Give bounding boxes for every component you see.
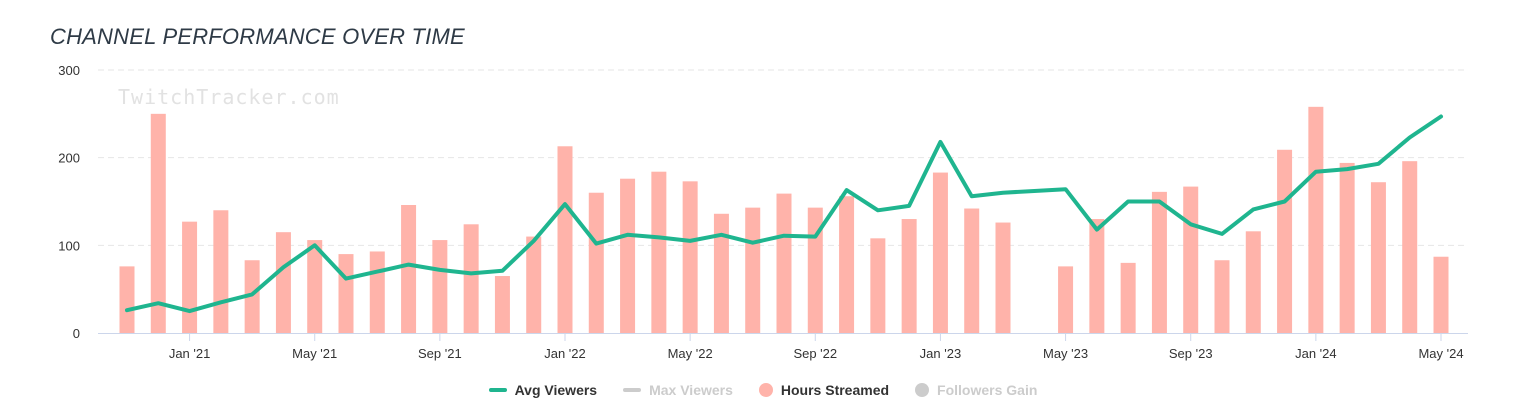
bar-hours-streamed — [1308, 106, 1324, 333]
bar-hours-streamed — [369, 251, 385, 333]
legend-label: Hours Streamed — [780, 382, 890, 398]
bar-hours-streamed — [1058, 266, 1074, 333]
bar-hours-streamed — [901, 219, 917, 333]
bar-hours-streamed — [307, 240, 323, 333]
bar-hours-streamed — [807, 207, 823, 333]
bar-hours-streamed — [1277, 149, 1293, 333]
bar-hours-streamed — [119, 266, 135, 333]
bar-hours-streamed — [776, 193, 792, 333]
legend-line-icon — [623, 388, 642, 392]
legend-label: Max Viewers — [649, 382, 733, 398]
bar-hours-streamed — [244, 260, 260, 333]
chart-title: CHANNEL PERFORMANCE OVER TIME — [50, 24, 465, 49]
avg-viewers-line — [125, 114, 1443, 314]
legend-item-avg-viewers[interactable]: Avg Viewers — [488, 382, 598, 398]
bar-hours-streamed — [494, 276, 510, 333]
bar-hours-streamed — [588, 192, 604, 333]
legend-item-followers-gain[interactable]: Followers Gain — [915, 382, 1037, 398]
bar-hours-streamed — [651, 171, 667, 333]
y-tick-label: 100 — [58, 238, 80, 253]
y-tick-label: 0 — [73, 326, 80, 341]
bar-hours-streamed — [557, 146, 573, 333]
x-tick-label: Jan '23 — [920, 346, 962, 361]
x-tick-label: Jan '24 — [1295, 346, 1337, 361]
bar-hours-streamed — [870, 238, 886, 333]
bar-hours-streamed — [275, 232, 291, 333]
legend: Avg Viewers Max Viewers Hours Streamed F… — [0, 382, 1526, 398]
bar-hours-streamed — [964, 208, 980, 333]
legend-label: Followers Gain — [937, 382, 1038, 398]
x-tick-label: May '24 — [1418, 346, 1463, 361]
bar-hours-streamed — [713, 213, 729, 333]
line-avg-viewers — [125, 114, 1443, 314]
bar-hours-streamed — [401, 205, 417, 333]
legend-dot-icon — [915, 383, 930, 397]
axis-layer: 0 100 200 300 Jan '21 May '21 Sep '21 Jan '22 Ma… — [58, 63, 1468, 361]
bar-hours-streamed — [1245, 231, 1261, 333]
bar-hours-streamed — [620, 178, 636, 333]
y-tick-label: 300 — [58, 63, 80, 78]
y-tick-label: 200 — [58, 151, 80, 166]
bar-hours-streamed — [463, 224, 479, 333]
bar-hours-streamed — [1402, 161, 1418, 333]
bar-hours-streamed — [1120, 262, 1136, 333]
x-tick-label: Sep '23 — [1169, 346, 1213, 361]
bar-hours-streamed — [1214, 260, 1230, 333]
x-tick-label: May '23 — [1043, 346, 1088, 361]
x-tick-label: Jan '22 — [544, 346, 586, 361]
x-tick-label: Jan '21 — [169, 346, 211, 361]
legend-item-max-viewers[interactable]: Max Viewers — [623, 382, 733, 398]
x-tick-label: Sep '22 — [793, 346, 837, 361]
bar-hours-streamed — [932, 172, 948, 333]
bar-hours-streamed — [682, 181, 698, 333]
legend-label: Avg Viewers — [514, 382, 598, 398]
bar-hours-streamed — [745, 207, 761, 333]
legend-item-hours-streamed[interactable]: Hours Streamed — [758, 382, 890, 398]
bar-hours-streamed — [526, 236, 542, 333]
x-tick-label: May '21 — [292, 346, 337, 361]
bar-hours-streamed — [1089, 219, 1105, 333]
x-tick-label: Sep '21 — [418, 346, 462, 361]
bar-hours-streamed — [432, 240, 448, 333]
bar-hours-streamed — [150, 113, 166, 333]
bar-hours-streamed — [1151, 191, 1167, 333]
bars-hours-streamed — [119, 106, 1449, 333]
bar-hours-streamed — [182, 221, 198, 333]
watermark: TwitchTracker.com — [118, 85, 340, 109]
bar-hours-streamed — [839, 196, 855, 333]
bar-hours-streamed — [1433, 256, 1449, 333]
bar-hours-streamed — [338, 254, 354, 333]
bar-hours-streamed — [1339, 162, 1355, 333]
bar-hours-streamed — [995, 222, 1011, 333]
bar-hours-streamed — [1183, 186, 1199, 333]
bar-hours-streamed — [1370, 182, 1386, 333]
chart-canvas: TwitchTracker.com 0 100 200 300 Jan '21 May '… — [58, 63, 1468, 361]
legend-line-icon — [488, 388, 507, 392]
legend-dot-icon — [758, 383, 773, 397]
bar-hours-streamed — [213, 210, 229, 333]
x-tick-label: May '22 — [668, 346, 713, 361]
